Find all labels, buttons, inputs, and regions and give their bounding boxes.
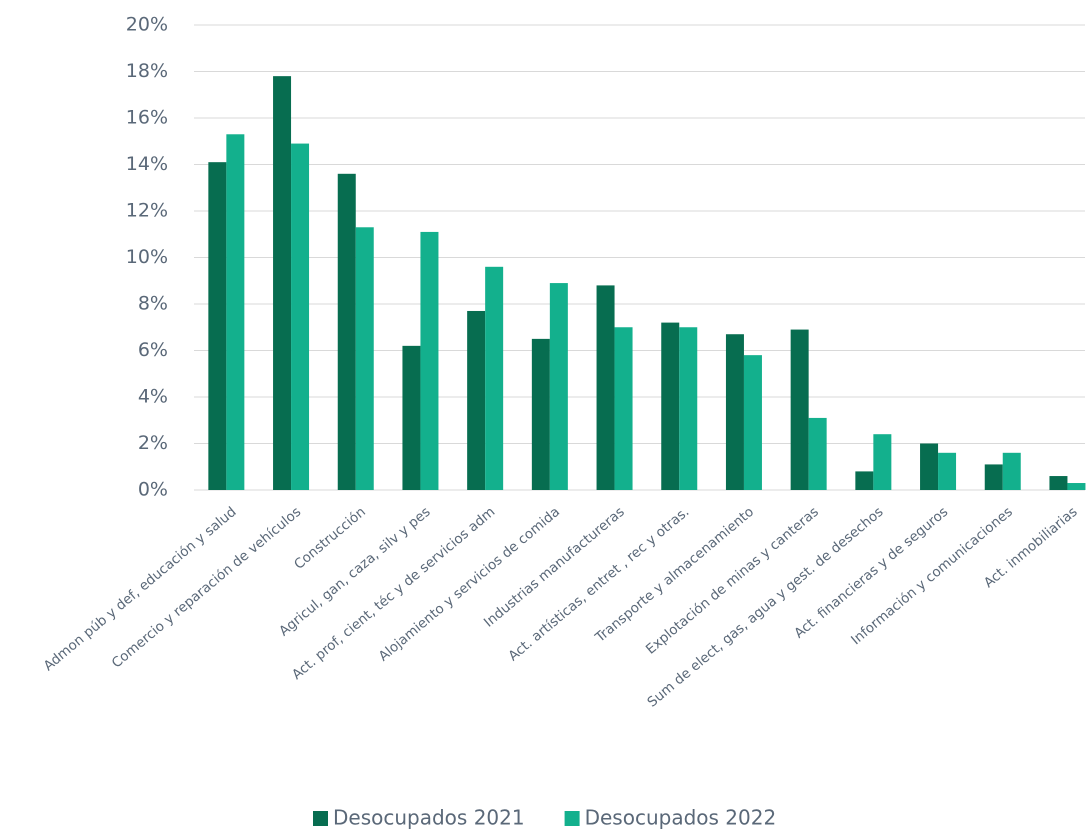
legend-label: Desocupados 2021 (333, 806, 525, 830)
x-tick-label: Sum de elect, gas, agua y gest. de desec… (644, 504, 886, 711)
y-tick-label: 18% (126, 60, 168, 82)
bar (402, 345, 421, 490)
y-tick-label: 4% (138, 386, 168, 408)
bar (984, 464, 1003, 490)
y-tick-label: 10% (126, 246, 168, 268)
legend-swatch (313, 811, 328, 826)
y-tick-label: 6% (138, 339, 168, 361)
y-tick-label: 12% (126, 200, 168, 222)
bar (790, 329, 809, 490)
y-tick-label: 20% (126, 14, 168, 36)
bar (1002, 452, 1021, 490)
bar (485, 266, 504, 490)
bar (808, 417, 827, 490)
bar (873, 434, 892, 490)
bar (743, 355, 762, 490)
bar (549, 283, 568, 490)
bar (725, 334, 744, 490)
bar (920, 443, 939, 490)
y-tick-label: 14% (126, 153, 168, 175)
legend-label: Desocupados 2022 (585, 806, 777, 830)
bar (420, 231, 439, 491)
bar (1067, 483, 1086, 490)
y-tick-label: 0% (138, 479, 168, 501)
bar (938, 452, 957, 490)
bar (355, 227, 374, 490)
bar (291, 143, 310, 490)
bar (1049, 476, 1068, 490)
bar (337, 173, 356, 491)
y-tick-label: 8% (138, 293, 168, 315)
bar (596, 285, 615, 490)
bar (531, 338, 550, 490)
bar (661, 322, 680, 490)
bar (226, 134, 245, 490)
bar (273, 76, 292, 491)
y-tick-label: 2% (138, 432, 168, 454)
bar (208, 162, 227, 491)
bar (855, 471, 874, 490)
bar (614, 327, 633, 490)
bar (679, 327, 698, 490)
legend-swatch (564, 811, 580, 826)
y-tick-label: 16% (126, 107, 168, 129)
bar (467, 310, 486, 490)
